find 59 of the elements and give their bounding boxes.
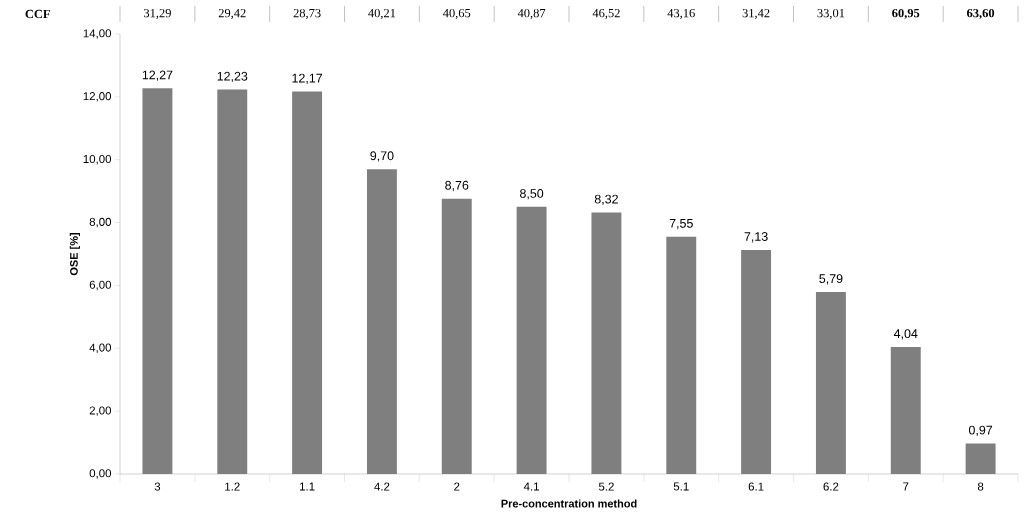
- text: 29,42: [218, 8, 246, 20]
- y-tick-label: 8,00: [89, 217, 112, 228]
- data-label: 7,55: [669, 219, 693, 230]
- data-label: 5,79: [819, 274, 843, 285]
- bar: [366, 169, 397, 474]
- bar: [666, 236, 697, 474]
- text: 46,52: [592, 8, 620, 20]
- data-label: 4,04: [893, 329, 918, 340]
- x-tick-label: 1.1: [300, 482, 315, 491]
- text: 28,73: [293, 8, 321, 20]
- x-tick-label: 8: [977, 482, 984, 491]
- bar: [217, 89, 248, 474]
- bar: [965, 443, 996, 474]
- data-label: 8,32: [594, 194, 618, 205]
- bar: [741, 249, 772, 474]
- x-tick-label: 4.1: [523, 482, 539, 491]
- bar: [142, 88, 173, 474]
- y-tick-label: 14,00: [83, 29, 112, 39]
- y-tick-label: 6,00: [89, 280, 112, 291]
- text: 60,95: [892, 8, 920, 20]
- x-axis-title: Pre-concentration method: [501, 499, 637, 508]
- x-tick-label: 3: [154, 482, 161, 491]
- bar: [890, 347, 921, 474]
- data-label: 8,50: [520, 189, 544, 200]
- text: 40,65: [443, 8, 471, 20]
- data-label: 9,70: [370, 151, 394, 162]
- y-tick-label: 0,00: [89, 469, 112, 479]
- text: 40,21: [368, 8, 396, 20]
- text: 33,01: [817, 8, 845, 20]
- data-label: 12,23: [217, 71, 248, 83]
- text: 31,42: [742, 8, 770, 20]
- text: 40,87: [517, 8, 546, 20]
- bar: [441, 198, 472, 474]
- data-label: 8,76: [445, 180, 469, 192]
- text: CCF: [25, 9, 50, 19]
- data-label: 7,13: [744, 232, 768, 243]
- bar: [292, 91, 323, 474]
- y-axis-title: OSE [%]: [69, 233, 80, 276]
- data-label: 12,27: [142, 70, 173, 81]
- y-tick-label: 10,00: [83, 154, 112, 165]
- x-tick-label: 5.2: [598, 482, 614, 491]
- data-label: 12,17: [292, 73, 323, 84]
- y-tick-label: 12,00: [83, 92, 112, 102]
- text: 63,60: [967, 8, 995, 20]
- bar: [815, 292, 846, 474]
- bar: [516, 206, 547, 474]
- y-tick-label: 2,00: [89, 406, 112, 416]
- x-tick-label: 6.1: [748, 482, 764, 491]
- x-tick-label: 6.2: [823, 482, 839, 491]
- x-tick-label: 2: [454, 482, 460, 491]
- data-label: 0,97: [968, 425, 993, 436]
- bar: [591, 212, 622, 474]
- x-tick-label: 4.2: [374, 482, 390, 491]
- text: 43,16: [667, 8, 695, 20]
- text: 31,29: [144, 8, 171, 20]
- x-tick-label: 1.2: [225, 482, 240, 491]
- x-tick-label: 5.1: [673, 482, 689, 491]
- y-tick-label: 4,00: [89, 343, 112, 354]
- x-tick-label: 7: [903, 482, 909, 491]
